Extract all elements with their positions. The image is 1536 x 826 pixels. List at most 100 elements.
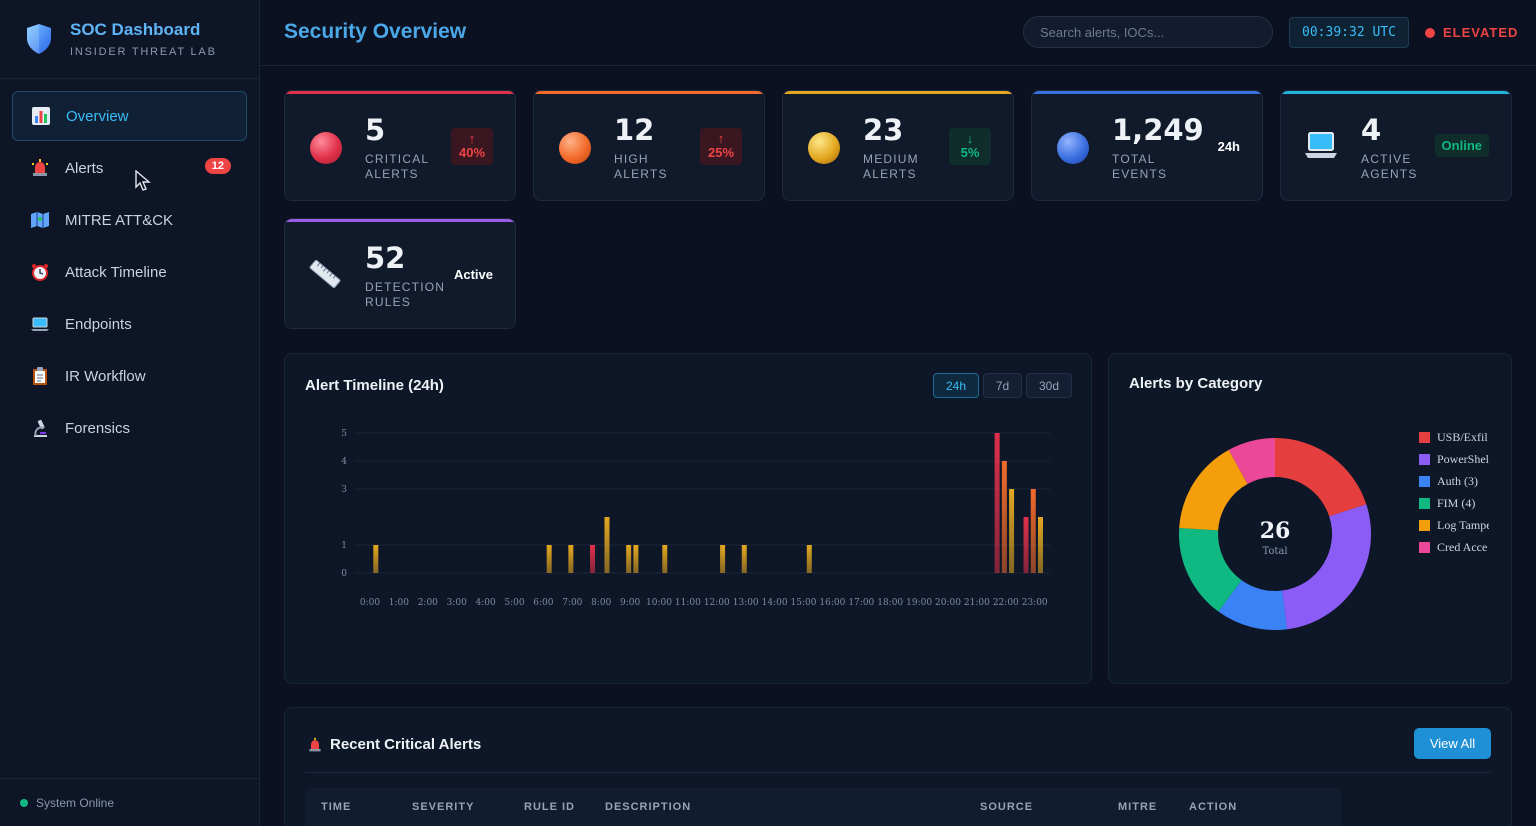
donut-total-label: Total	[1262, 546, 1287, 557]
x-tick-label: 21:00	[964, 598, 990, 608]
donut-slice[interactable]	[1282, 504, 1371, 630]
legend-label: Log Tampe	[1437, 517, 1489, 532]
stat-change-value: 25%	[707, 145, 735, 160]
donut-slice[interactable]	[1179, 527, 1242, 612]
y-tick-label: 1	[341, 541, 347, 551]
sidebar-item-forensics[interactable]: Forensics	[12, 403, 247, 453]
shield-icon	[27, 24, 51, 54]
x-tick-label: 7:00	[562, 598, 582, 608]
legend-label: USB/Exfil	[1437, 429, 1488, 444]
x-tick-label: 17:00	[848, 598, 874, 608]
column-header-mitre[interactable]: MITRE	[1118, 801, 1158, 813]
brand-title: SOC Dashboard	[70, 20, 201, 39]
sidebar-item-overview[interactable]: Overview	[12, 91, 247, 141]
ruler-icon	[307, 256, 343, 292]
x-tick-label: 5:00	[504, 598, 524, 608]
x-tick-label: 15:00	[791, 598, 817, 608]
recent-critical-alerts-panel: Recent Critical Alerts View All TIME SEV…	[284, 707, 1512, 826]
range-button-7d[interactable]: 7d	[983, 373, 1022, 398]
stat-label: ACTIVE AGENTS	[1361, 152, 1418, 181]
timeline-bar[interactable]	[1030, 489, 1036, 573]
laptop-icon	[30, 314, 50, 334]
column-header-description[interactable]: DESCRIPTION	[605, 801, 692, 813]
legend-swatch	[1419, 497, 1430, 509]
yellow-circle-icon	[808, 132, 840, 164]
stat-change-badge: ↑ 25%	[700, 128, 742, 165]
stat-card-detection-rules[interactable]: 52 DETECTION RULES Active	[284, 218, 516, 329]
stat-value: 1,249	[1112, 113, 1204, 147]
panel-header: Recent Critical Alerts	[307, 736, 481, 753]
legend-item[interactable]: Auth (3)	[1419, 470, 1489, 492]
timeline-bar[interactable]	[720, 545, 726, 573]
threat-level-label: ELEVATED	[1443, 25, 1519, 40]
legend-item[interactable]: USB/Exfil	[1419, 426, 1489, 448]
timeline-bar[interactable]	[373, 545, 379, 573]
view-all-button[interactable]: View All	[1414, 728, 1491, 759]
stat-change-value: 5%	[960, 145, 980, 160]
siren-icon	[307, 737, 323, 753]
divider	[305, 772, 1491, 773]
range-button-24h[interactable]: 24h	[933, 373, 979, 398]
microscope-icon	[30, 418, 50, 438]
timeline-bar[interactable]	[662, 545, 668, 573]
bar-chart-icon	[31, 106, 51, 126]
sidebar-item-ir-workflow[interactable]: IR Workflow	[12, 351, 247, 401]
column-header-time[interactable]: TIME	[321, 801, 352, 813]
column-header-rule-id[interactable]: RULE ID	[524, 801, 575, 813]
timeline-bar[interactable]	[994, 433, 1000, 573]
legend-item[interactable]: Cred Acce	[1419, 536, 1489, 558]
legend-item[interactable]: FIM (4)	[1419, 492, 1489, 514]
brand: SOC Dashboard INSIDER THREAT LAB	[0, 0, 259, 79]
y-tick-label: 5	[341, 429, 347, 439]
timeline-bar[interactable]	[1023, 517, 1029, 573]
red-circle-icon	[310, 132, 342, 164]
utc-clock: 00:39:32 UTC	[1289, 17, 1409, 48]
timeline-bar[interactable]	[806, 545, 812, 573]
panel-title: Alerts by Category	[1129, 375, 1263, 392]
donut-slice[interactable]	[1179, 449, 1248, 531]
donut-slice[interactable]	[1275, 438, 1367, 517]
timeline-bar[interactable]	[626, 545, 632, 573]
stat-change-badge: ↑ 40%	[451, 128, 493, 165]
stat-status-tag: Active	[453, 267, 493, 282]
system-status: System Online	[0, 778, 259, 826]
timeline-bar[interactable]	[741, 545, 747, 573]
stat-card-medium[interactable]: 23 MEDIUM ALERTS ↓ 5%	[782, 90, 1014, 201]
timeline-bar[interactable]	[568, 545, 574, 573]
top-header: Security Overview 00:39:32 UTC ELEVATED	[260, 0, 1536, 66]
column-header-severity[interactable]: SEVERITY	[412, 801, 475, 813]
x-tick-label: 0:00	[360, 598, 380, 608]
arrow-up-icon: ↑	[468, 131, 476, 146]
stat-card-active-agents[interactable]: 4 ACTIVE AGENTS Online	[1280, 90, 1512, 201]
timeline-bar[interactable]	[604, 517, 610, 573]
sidebar-item-endpoints[interactable]: Endpoints	[12, 299, 247, 349]
timeline-bar[interactable]	[590, 545, 596, 573]
alerts-by-category-panel: Alerts by Category 26 Total USB/Exfil Powe…	[1108, 353, 1512, 684]
donut-slice[interactable]	[1228, 438, 1275, 485]
sidebar-item-alerts[interactable]: Alerts 12	[12, 143, 247, 193]
stat-card-total-events[interactable]: 1,249 TOTAL EVENTS 24h	[1031, 90, 1263, 201]
timeline-bar[interactable]	[1001, 461, 1007, 573]
sidebar-item-attack-timeline[interactable]: Attack Timeline	[12, 247, 247, 297]
timeline-bar[interactable]	[1037, 517, 1043, 573]
card-accent-bar	[534, 91, 764, 94]
legend-item[interactable]: Log Tampe	[1419, 514, 1489, 536]
donut-slice[interactable]	[1218, 580, 1288, 630]
sidebar-item-mitre[interactable]: MITRE ATT&CK	[12, 195, 247, 245]
stat-card-high[interactable]: 12 HIGH ALERTS ↑ 25%	[533, 90, 765, 201]
legend-item[interactable]: PowerShel	[1419, 448, 1489, 470]
sidebar: SOC Dashboard INSIDER THREAT LAB Overvie…	[0, 0, 260, 826]
timeline-bar[interactable]	[546, 545, 552, 573]
donut-total-value: 26	[1260, 518, 1291, 544]
column-header-action[interactable]: ACTION	[1189, 801, 1238, 813]
sidebar-item-label: Forensics	[65, 419, 131, 437]
range-button-30d[interactable]: 30d	[1026, 373, 1072, 398]
timeline-bar[interactable]	[1009, 489, 1015, 573]
alerts-count-badge: 12	[204, 158, 231, 174]
column-header-source[interactable]: SOURCE	[980, 801, 1034, 813]
search-input[interactable]	[1023, 16, 1273, 48]
stat-card-critical[interactable]: 5 CRITICAL ALERTS ↑ 40%	[284, 90, 516, 201]
x-tick-label: 3:00	[447, 598, 467, 608]
timeline-bar[interactable]	[633, 545, 639, 573]
x-tick-label: 14:00	[762, 598, 788, 608]
